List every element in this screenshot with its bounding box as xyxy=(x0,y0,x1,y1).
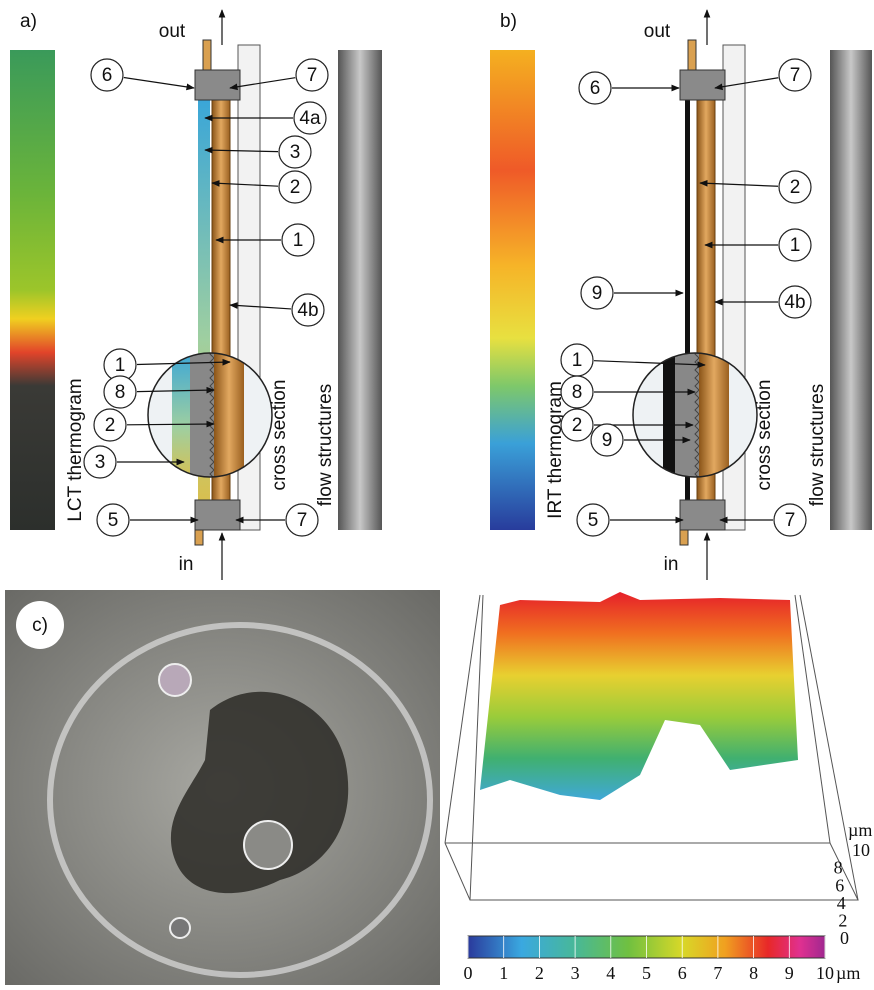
callout-label: 1 xyxy=(115,355,126,376)
leader-arrow xyxy=(127,424,214,425)
colorbar-tick-label: 9 xyxy=(785,963,794,983)
thermogram-label: LCT thermogram xyxy=(65,378,86,521)
section-copper xyxy=(699,350,729,480)
cross-section-label: cross section xyxy=(754,380,775,491)
section-coating xyxy=(663,350,675,480)
outlet-label: out xyxy=(159,21,186,42)
panel-b: b) out in IRT thermogram cross section flow s… xyxy=(490,10,872,580)
surface-topography xyxy=(480,592,798,800)
surface-axis-tick: 10 xyxy=(852,840,870,860)
colorbar-tick-label: 0 xyxy=(464,963,473,983)
callout-label: 6 xyxy=(102,65,113,86)
callout-label: 1 xyxy=(790,235,801,256)
leader-arrow xyxy=(124,78,194,88)
colorbar-tick-label: 7 xyxy=(713,963,722,983)
thermogram-label: IRT thermogram xyxy=(545,381,566,519)
bubble xyxy=(244,821,292,869)
colorbar-tick-label: 10 xyxy=(816,963,834,983)
inlet-label: in xyxy=(664,554,679,575)
colorbar-tick-label: 6 xyxy=(678,963,687,983)
callout-label: 1 xyxy=(572,350,583,371)
panel-label: c) xyxy=(32,615,48,636)
colorbar-tick-label: 8 xyxy=(749,963,758,983)
colorbar-tick-label: 3 xyxy=(571,963,580,983)
outlet-pipe xyxy=(688,40,696,70)
outlet-header xyxy=(680,70,725,100)
callout-label: 2 xyxy=(572,415,583,436)
colorbar-unit: µm xyxy=(836,963,860,983)
callout-label: 7 xyxy=(790,65,801,86)
panel-a: a) out in LCT thermogram cross section flow s… xyxy=(10,10,382,580)
callout-label: 7 xyxy=(785,510,796,531)
outlet-pipe xyxy=(203,40,211,70)
callout-label: 2 xyxy=(105,415,116,436)
callout-label: 3 xyxy=(290,142,301,163)
callout-label: 8 xyxy=(115,382,126,403)
outlet-label: out xyxy=(644,21,671,42)
lct-thermogram-image xyxy=(10,50,55,530)
section-copper xyxy=(214,350,244,480)
outlet-header xyxy=(195,70,240,100)
colorbar-tick-label: 2 xyxy=(535,963,544,983)
callout-label: 2 xyxy=(790,177,801,198)
inlet-label: in xyxy=(179,554,194,575)
callout-label: 1 xyxy=(293,230,304,251)
callout-label: 9 xyxy=(592,283,603,304)
callout-label: 7 xyxy=(307,65,318,86)
colorbar-tick-label: 5 xyxy=(642,963,651,983)
flow-image xyxy=(830,50,872,530)
callout-label: 2 xyxy=(290,177,301,198)
callout-label: 4a xyxy=(299,108,321,129)
irt-thermogram-image xyxy=(490,50,535,530)
figure: a) out in LCT thermogram cross section flow s… xyxy=(0,0,874,990)
callout-label: 5 xyxy=(108,510,119,531)
callout-label: 4b xyxy=(784,292,805,313)
inlet-header xyxy=(680,500,725,530)
inlet-header xyxy=(195,500,240,530)
bubble xyxy=(159,664,191,696)
flow-label: flow structures xyxy=(807,384,828,506)
cross-section-label: cross section xyxy=(269,380,290,491)
callout-label: 5 xyxy=(588,510,599,531)
callout-label: 3 xyxy=(95,452,106,473)
callout-label: 7 xyxy=(297,510,308,531)
panel-label: a) xyxy=(20,11,37,32)
inlet-pipe xyxy=(195,530,203,545)
inlet-pipe xyxy=(680,530,688,545)
colorbar-tick-label: 4 xyxy=(606,963,615,983)
section-lc xyxy=(172,350,190,480)
surface-axis-tick: 0 xyxy=(840,928,849,948)
bubble xyxy=(170,918,190,938)
flow-image xyxy=(338,50,382,530)
callout-label: 8 xyxy=(572,382,583,403)
callout-label: 6 xyxy=(590,78,601,99)
colorbar-tick-label: 1 xyxy=(499,963,508,983)
panel-label: b) xyxy=(500,11,517,32)
flow-label: flow structures xyxy=(315,384,336,506)
panel-c: c)µm1086420012345678910µm xyxy=(5,590,872,985)
callout-label: 9 xyxy=(602,430,613,451)
surface-axis-unit: µm xyxy=(848,820,872,840)
callout-label: 4b xyxy=(297,300,318,321)
